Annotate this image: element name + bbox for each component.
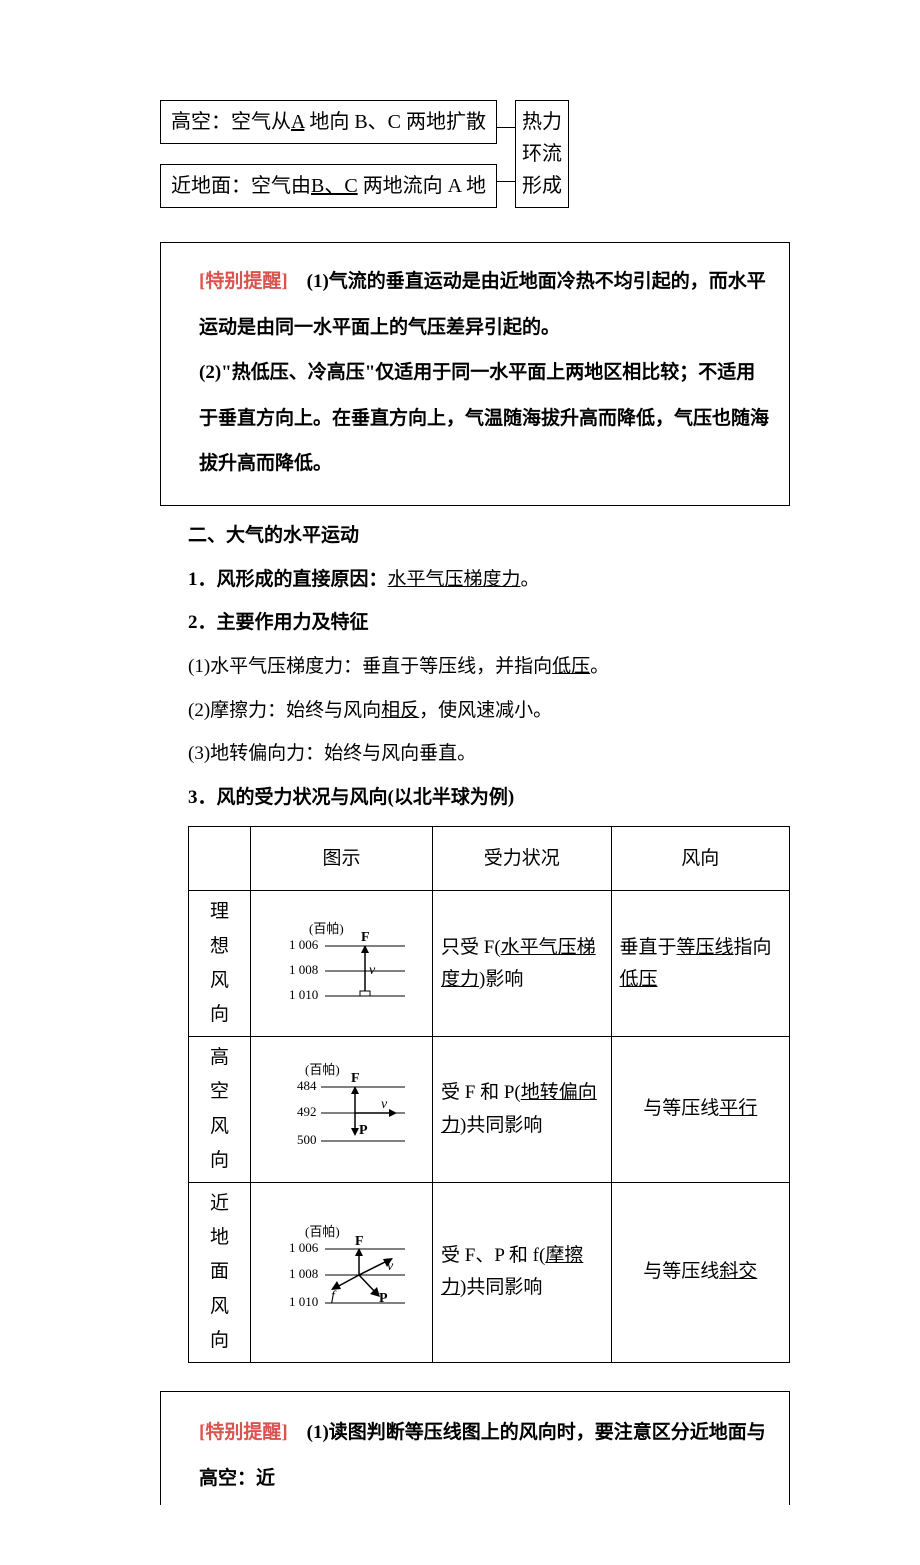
- reminder-label: [特别提醒]: [199, 1422, 288, 1443]
- box1-pre: 高空：空气从: [171, 111, 291, 133]
- thermal-circulation-diagram: 高空：空气从A 地向 B、C 两地扩散 近地面：空气由B、C 两地流向 A 地 …: [160, 100, 790, 208]
- svg-text:P: P: [359, 1123, 368, 1138]
- svg-text:1 010: 1 010: [289, 987, 318, 1002]
- p2-2-u: 相反: [381, 700, 419, 721]
- box2-post: 两地流向 A 地: [358, 175, 486, 197]
- table-row: 近地面风向 (百帕) 1 006 1 008 1 010 F: [189, 1182, 790, 1362]
- svg-text:f: f: [331, 1289, 337, 1304]
- box2-pre: 近地面：空气由: [171, 175, 311, 197]
- row-diagram: (百帕) 1 006 1 008 1 010 F v: [251, 1182, 433, 1362]
- upper-wind-svg: (百帕) 484 492 500 F v: [255, 1060, 430, 1160]
- svg-text:1 006: 1 006: [289, 937, 319, 952]
- diagram-box-right: 热力 环流 形成: [515, 100, 569, 208]
- box1-u: A: [291, 111, 304, 133]
- th-wind: 风向: [611, 826, 790, 891]
- svg-text:500: 500: [297, 1132, 317, 1147]
- th-force: 受力状况: [433, 826, 612, 891]
- row-label: 理想风向: [189, 891, 251, 1037]
- diagram-box-upper: 高空：空气从A 地向 B、C 两地扩散: [160, 100, 497, 144]
- diagram-box-lower: 近地面：空气由B、C 两地流向 A 地: [160, 164, 497, 208]
- svg-text:v: v: [387, 1259, 394, 1274]
- svg-text:(百帕): (百帕): [305, 1062, 340, 1077]
- table-row: 高空风向 (百帕) 484 492 500 F: [189, 1037, 790, 1183]
- svg-text:1 008: 1 008: [289, 962, 318, 977]
- reminder-label: [特别提醒]: [199, 271, 288, 292]
- row-force: 只受 F(水平气压梯度力)影响: [433, 891, 612, 1037]
- th-diagram: 图示: [251, 826, 433, 891]
- reminder-1-line-2: (2)"热低压、冷高压"仅适用于同一水平面上两地区相比较；不适用于垂直方向上。在…: [199, 350, 771, 487]
- section-heading: 二、大气的水平运动: [188, 514, 790, 558]
- p3: 3．风的受力状况与风向(以北半球为例): [188, 776, 790, 820]
- special-reminder-2: [特别提醒] (1)读图判断等压线图上的风向时，要注意区分近地面与高空：近: [160, 1391, 790, 1505]
- svg-text:P: P: [379, 1291, 388, 1306]
- connector-line: [497, 127, 515, 128]
- row-label: 高空风向: [189, 1037, 251, 1183]
- table-row: 理想风向 (百帕) 1 006 1 008 1 010 F v: [189, 891, 790, 1037]
- svg-text:(百帕): (百帕): [305, 1224, 340, 1239]
- p1-u: 水平气压梯度力: [388, 569, 521, 590]
- p2-3: (3)地转偏向力：始终与风向垂直。: [188, 732, 790, 776]
- p2-1-u: 低压: [552, 656, 590, 677]
- p1-post: 。: [521, 569, 540, 590]
- row-diagram: (百帕) 1 006 1 008 1 010 F v: [251, 891, 433, 1037]
- row-force: 受 F 和 P(地转偏向力)共同影响: [433, 1037, 612, 1183]
- wind-table: 图示 受力状况 风向 理想风向 (百帕) 1 006 1 008 1 010: [188, 826, 790, 1363]
- ideal-wind-svg: (百帕) 1 006 1 008 1 010 F v: [255, 919, 430, 1009]
- right-line-3: 形成: [522, 170, 562, 202]
- p1-pre: 1．风形成的直接原因：: [188, 569, 388, 590]
- svg-text:F: F: [355, 1234, 364, 1249]
- svg-text:v: v: [381, 1097, 388, 1112]
- right-line-1: 热力: [522, 106, 562, 138]
- svg-text:484: 484: [297, 1078, 317, 1093]
- svg-text:v: v: [369, 963, 376, 978]
- connector-line: [497, 181, 515, 182]
- row-wind: 垂直于等压线指向低压: [611, 891, 790, 1037]
- row-diagram: (百帕) 484 492 500 F v: [251, 1037, 433, 1183]
- p2-1-post: 。: [590, 656, 609, 677]
- p2: 2．主要作用力及特征: [188, 601, 790, 645]
- row-wind: 与等压线平行: [611, 1037, 790, 1183]
- surface-wind-svg: (百帕) 1 006 1 008 1 010 F v: [255, 1222, 430, 1322]
- row-force: 受 F、P 和 f(摩擦力)共同影响: [433, 1182, 612, 1362]
- svg-text:1 006: 1 006: [289, 1240, 319, 1255]
- row-label: 近地面风向: [189, 1182, 251, 1362]
- svg-text:(百帕): (百帕): [309, 921, 344, 936]
- svg-text:F: F: [361, 930, 370, 945]
- table-header-row: 图示 受力状况 风向: [189, 826, 790, 891]
- box1-post: 地向 B、C 两地扩散: [304, 111, 486, 133]
- th-blank: [189, 826, 251, 891]
- section-horizontal-motion: 二、大气的水平运动 1．风形成的直接原因：水平气压梯度力。 2．主要作用力及特征…: [160, 514, 790, 1363]
- svg-text:1 008: 1 008: [289, 1266, 318, 1281]
- svg-text:F: F: [351, 1071, 360, 1086]
- p2-1-pre: (1)水平气压梯度力：垂直于等压线，并指向: [188, 656, 552, 677]
- p2-2-pre: (2)摩擦力：始终与风向: [188, 700, 381, 721]
- right-line-2: 环流: [522, 138, 562, 170]
- p2-2-post: ，使风速减小。: [419, 700, 552, 721]
- box2-u: B、C: [311, 175, 358, 197]
- svg-text:492: 492: [297, 1104, 317, 1119]
- row-wind: 与等压线斜交: [611, 1182, 790, 1362]
- special-reminder-1: [特别提醒] (1)气流的垂直运动是由近地面冷热不均引起的，而水平运动是由同一水…: [160, 242, 790, 506]
